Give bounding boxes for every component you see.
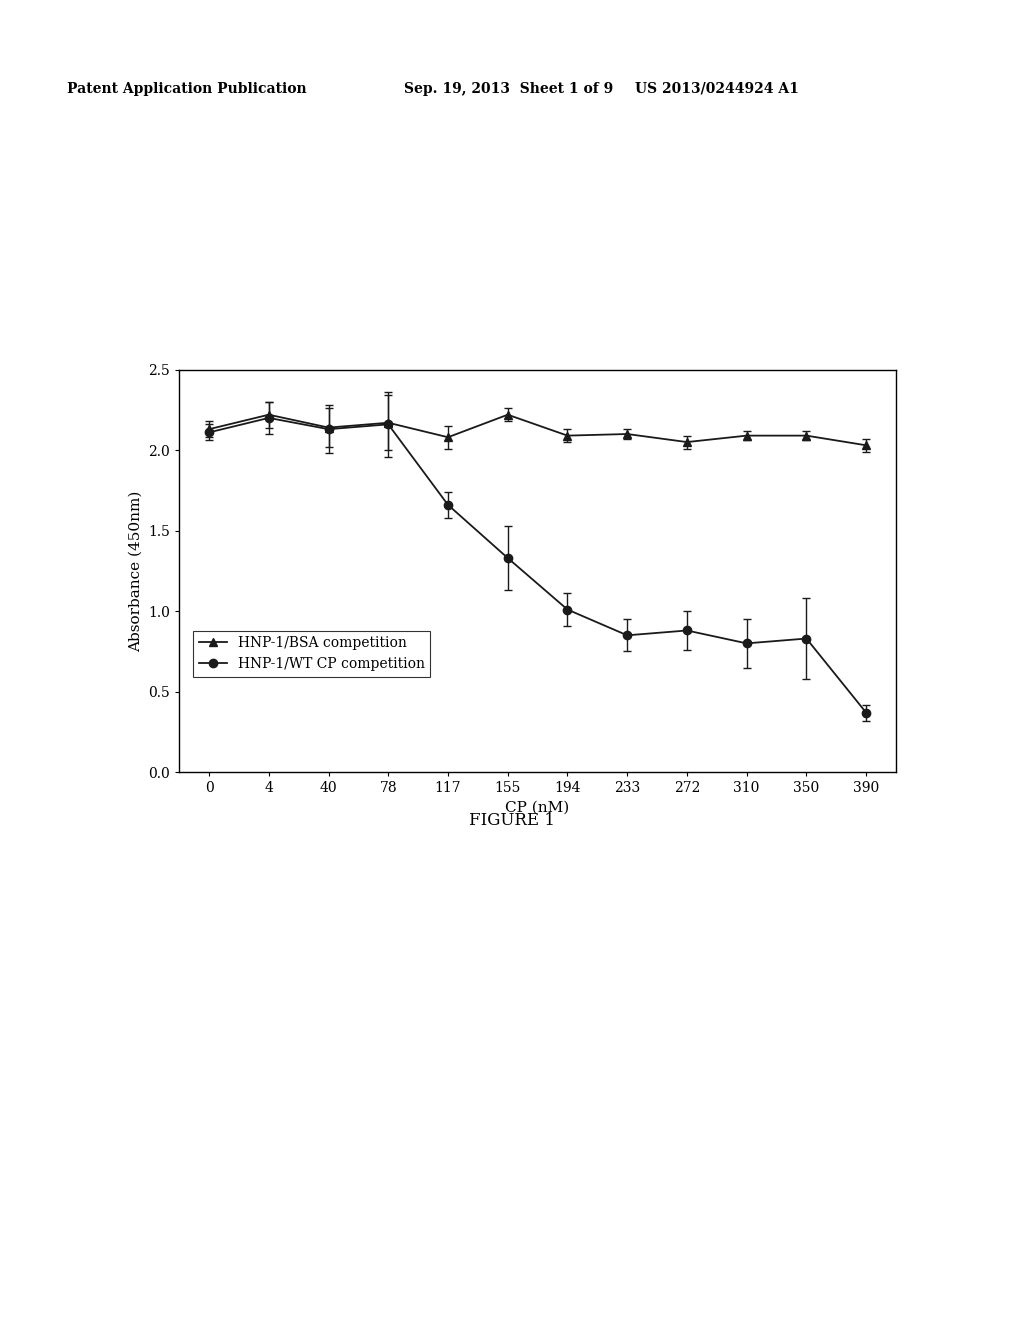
Text: Sep. 19, 2013  Sheet 1 of 9: Sep. 19, 2013 Sheet 1 of 9 xyxy=(404,82,613,96)
Legend: HNP-1/BSA competition, HNP-1/WT CP competition: HNP-1/BSA competition, HNP-1/WT CP compe… xyxy=(194,631,430,677)
X-axis label: CP (nM): CP (nM) xyxy=(506,801,569,814)
Text: US 2013/0244924 A1: US 2013/0244924 A1 xyxy=(635,82,799,96)
Text: Patent Application Publication: Patent Application Publication xyxy=(67,82,306,96)
Text: FIGURE 1: FIGURE 1 xyxy=(469,812,555,829)
Y-axis label: Absorbance (450nm): Absorbance (450nm) xyxy=(129,490,142,652)
